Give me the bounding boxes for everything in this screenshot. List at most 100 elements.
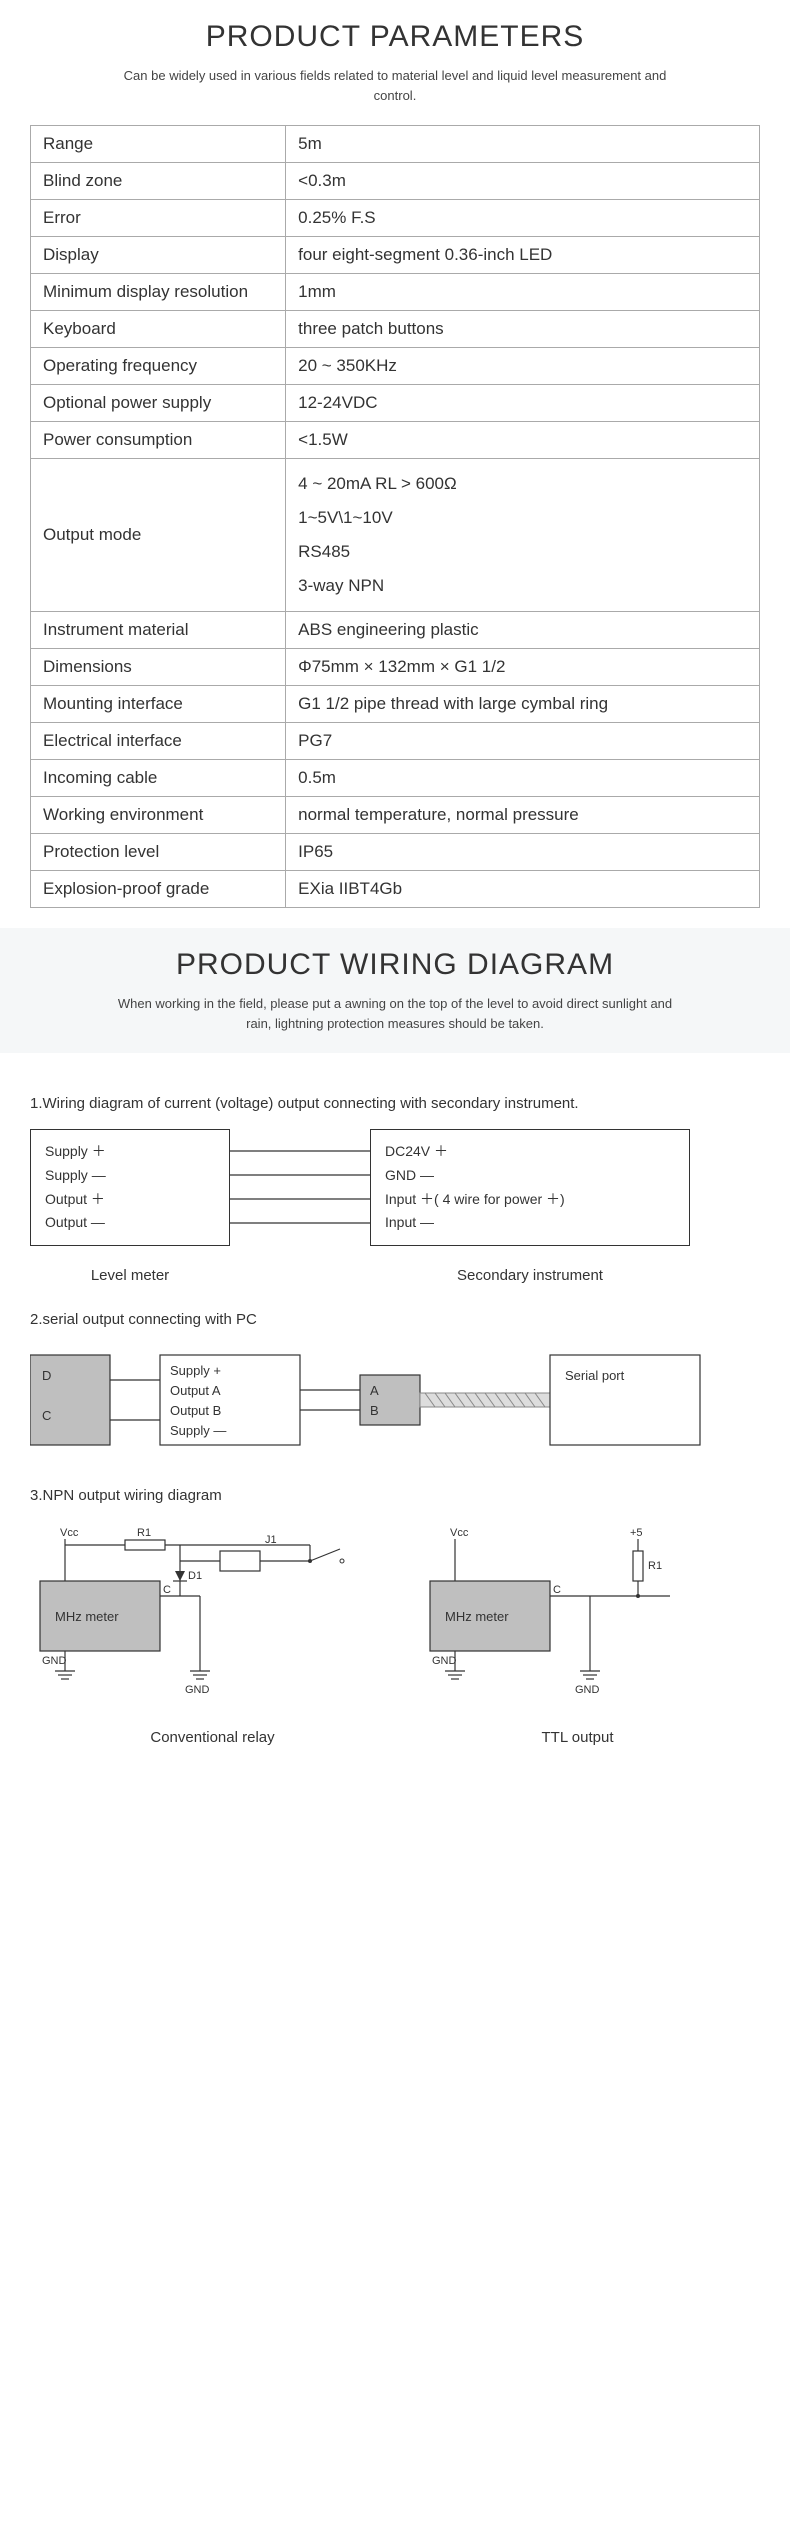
d3-meter1: MHz meter: [55, 1609, 119, 1624]
param-value: EXia IIBT4Gb: [286, 871, 760, 908]
table-row: Optional power supply12-24VDC: [31, 385, 760, 422]
d3-d1: D1: [188, 1570, 202, 1582]
table-row: Error0.25% F.S: [31, 200, 760, 237]
diagram1-title: 1.Wiring diagram of current (voltage) ou…: [30, 1093, 760, 1114]
parameters-section: PRODUCT PARAMETERS Can be widely used in…: [0, 0, 790, 928]
table-row: Operating frequency20 ~ 350KHz: [31, 348, 760, 385]
secondary-instrument-box: DC24V ＋ GND — Input ＋( 4 wire for power …: [370, 1129, 690, 1246]
param-key: Explosion-proof grade: [31, 871, 286, 908]
table-row: Power consumption<1.5W: [31, 422, 760, 459]
d2-B: B: [370, 1403, 379, 1418]
param-value: 4 ~ 20mA RL > 600Ω1~5V\1~10VRS4853-way N…: [286, 459, 760, 612]
d3-c1: C: [163, 1584, 171, 1596]
param-value: 0.25% F.S: [286, 200, 760, 237]
d3-gnd2: GND: [185, 1684, 210, 1696]
param-value: G1 1/2 pipe thread with large cymbal rin…: [286, 686, 760, 723]
table-row: Instrument materialABS engineering plast…: [31, 612, 760, 649]
param-value: four eight-segment 0.36-inch LED: [286, 237, 760, 274]
param-value: PG7: [286, 723, 760, 760]
table-row: Protection levelIP65: [31, 834, 760, 871]
secondary-caption: Secondary instrument: [370, 1267, 690, 1284]
param-value: three patch buttons: [286, 311, 760, 348]
table-row: Working environmentnormal temperature, n…: [31, 797, 760, 834]
d1-r3: Input —: [385, 1211, 675, 1235]
param-value: 0.5m: [286, 760, 760, 797]
param-key: Power consumption: [31, 422, 286, 459]
wiring-header-section: PRODUCT WIRING DIAGRAM When working in t…: [0, 928, 790, 1053]
d2-m2: Output B: [170, 1403, 221, 1418]
d2-m3: Supply —: [170, 1423, 226, 1438]
param-key: Operating frequency: [31, 348, 286, 385]
d2-m1: Output A: [170, 1383, 221, 1398]
d2-A: A: [370, 1383, 379, 1398]
param-key: Mounting interface: [31, 686, 286, 723]
param-key: Error: [31, 200, 286, 237]
d1-r0: DC24V ＋: [385, 1140, 675, 1164]
diagram1: Supply ＋ Supply — Output ＋ Output — DC24…: [30, 1129, 760, 1289]
wiring-subtitle: When working in the field, please put a …: [115, 994, 675, 1033]
conventional-relay-caption: Conventional relay: [30, 1729, 395, 1746]
d3-gnd4: GND: [575, 1684, 600, 1696]
d2-C: C: [42, 1408, 51, 1423]
param-value: IP65: [286, 834, 760, 871]
param-value: 1mm: [286, 274, 760, 311]
param-key: Output mode: [31, 459, 286, 612]
d3-plus5: +5: [630, 1527, 643, 1539]
diagram2-svg: D C Supply + Output A Output B Supply — …: [30, 1345, 750, 1465]
d3-meter2: MHz meter: [445, 1609, 509, 1624]
d3-j1: J1: [265, 1534, 277, 1546]
d3-c2: C: [553, 1584, 561, 1596]
table-row: Electrical interfacePG7: [31, 723, 760, 760]
level-meter-box: Supply ＋ Supply — Output ＋ Output —: [30, 1129, 230, 1246]
d3-r1b: R1: [648, 1560, 662, 1572]
diagram3-title: 3.NPN output wiring diagram: [30, 1485, 760, 1506]
param-key: Electrical interface: [31, 723, 286, 760]
param-key: Incoming cable: [31, 760, 286, 797]
table-row: Keyboardthree patch buttons: [31, 311, 760, 348]
param-value: <0.3m: [286, 163, 760, 200]
d1-l0: Supply ＋: [45, 1140, 215, 1164]
d3-vcc2: Vcc: [450, 1527, 469, 1539]
d2-serial: Serial port: [565, 1368, 625, 1383]
d3-gnd1: GND: [42, 1655, 67, 1667]
ttl-output-caption: TTL output: [395, 1729, 760, 1746]
param-key: Range: [31, 126, 286, 163]
param-value: Φ75mm × 132mm × G1 1/2: [286, 649, 760, 686]
table-row: Incoming cable0.5m: [31, 760, 760, 797]
level-meter-caption: Level meter: [30, 1267, 230, 1284]
d1-l2: Output ＋: [45, 1188, 215, 1212]
param-value: 12-24VDC: [286, 385, 760, 422]
param-value: <1.5W: [286, 422, 760, 459]
diagram2: D C Supply + Output A Output B Supply — …: [30, 1345, 760, 1465]
param-key: Blind zone: [31, 163, 286, 200]
d1-r1: GND —: [385, 1164, 675, 1188]
diagram1-section: 1.Wiring diagram of current (voltage) ou…: [0, 1053, 790, 1766]
param-key: Optional power supply: [31, 385, 286, 422]
table-row: Mounting interfaceG1 1/2 pipe thread wit…: [31, 686, 760, 723]
param-key: Working environment: [31, 797, 286, 834]
param-value: 5m: [286, 126, 760, 163]
d2-m0: Supply +: [170, 1363, 221, 1378]
diagram3-svg: Vcc R1 J1 D1 MHz meter C: [30, 1521, 750, 1701]
param-value: 20 ~ 350KHz: [286, 348, 760, 385]
d3-vcc1: Vcc: [60, 1527, 79, 1539]
parameters-heading: PRODUCT PARAMETERS: [30, 20, 760, 54]
table-row: DimensionsΦ75mm × 132mm × G1 1/2: [31, 649, 760, 686]
parameters-subtitle: Can be widely used in various fields rel…: [115, 66, 675, 105]
param-key: Protection level: [31, 834, 286, 871]
table-row: Displayfour eight-segment 0.36-inch LED: [31, 237, 760, 274]
param-key: Keyboard: [31, 311, 286, 348]
param-key: Dimensions: [31, 649, 286, 686]
table-row: Output mode4 ~ 20mA RL > 600Ω1~5V\1~10VR…: [31, 459, 760, 612]
param-value: normal temperature, normal pressure: [286, 797, 760, 834]
table-row: Blind zone<0.3m: [31, 163, 760, 200]
d1-l3: Output —: [45, 1211, 215, 1235]
parameters-table: Range5mBlind zone<0.3mError0.25% F.SDisp…: [30, 125, 760, 908]
d2-D: D: [42, 1368, 51, 1383]
d1-l1: Supply —: [45, 1164, 215, 1188]
d3-gnd3: GND: [432, 1655, 457, 1667]
param-key: Display: [31, 237, 286, 274]
param-key: Instrument material: [31, 612, 286, 649]
wiring-heading: PRODUCT WIRING DIAGRAM: [30, 948, 760, 982]
table-row: Range5m: [31, 126, 760, 163]
